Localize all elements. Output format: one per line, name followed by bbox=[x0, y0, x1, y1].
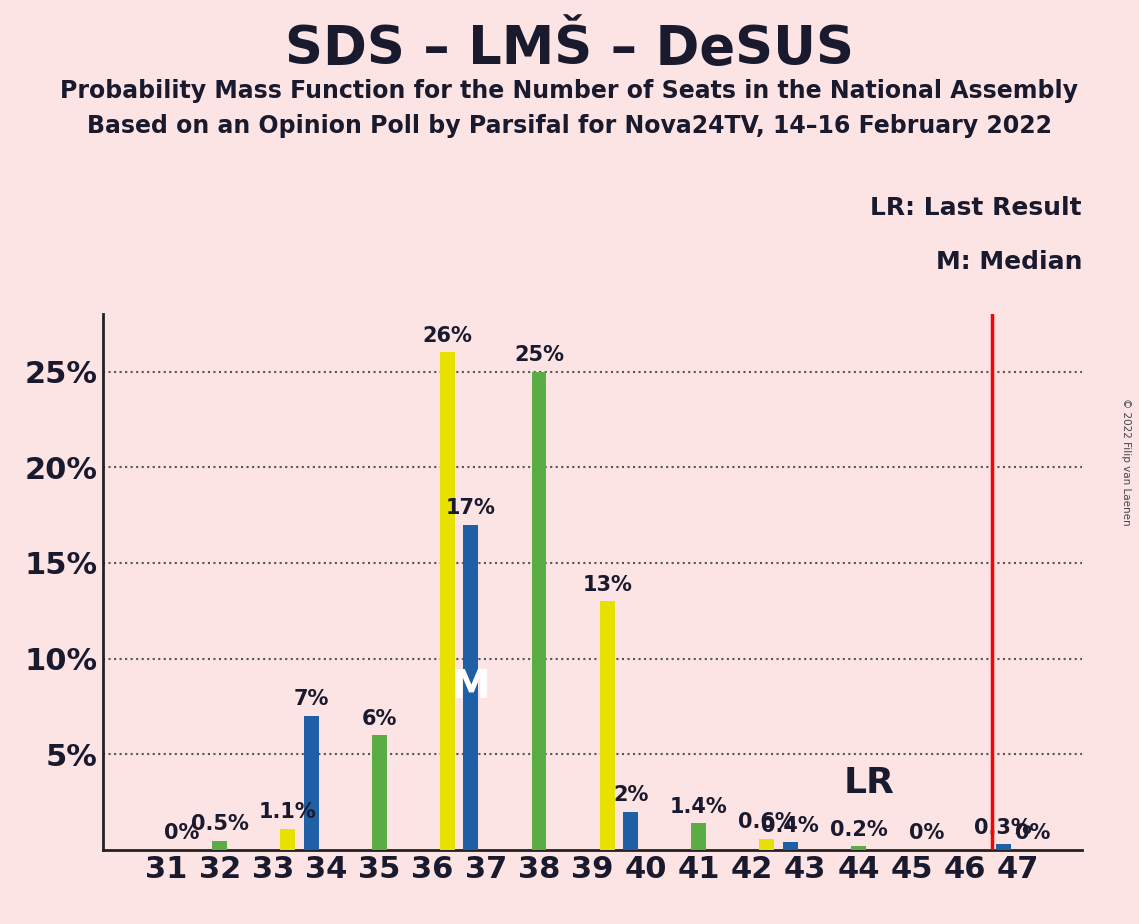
Bar bbox=[623, 812, 638, 850]
Text: 25%: 25% bbox=[514, 345, 564, 365]
Text: LR: Last Result: LR: Last Result bbox=[870, 196, 1082, 220]
Bar bbox=[532, 371, 547, 850]
Bar bbox=[371, 736, 387, 850]
Text: 0%: 0% bbox=[909, 823, 944, 844]
Bar bbox=[760, 839, 775, 850]
Text: 13%: 13% bbox=[582, 575, 632, 594]
Text: 0.4%: 0.4% bbox=[762, 816, 819, 835]
Bar bbox=[280, 829, 295, 850]
Text: 7%: 7% bbox=[294, 689, 329, 710]
Bar bbox=[212, 841, 227, 850]
Bar bbox=[851, 846, 866, 850]
Text: 2%: 2% bbox=[613, 785, 648, 805]
Text: Based on an Opinion Poll by Parsifal for Nova24TV, 14–16 February 2022: Based on an Opinion Poll by Parsifal for… bbox=[87, 114, 1052, 138]
Text: © 2022 Filip van Laenen: © 2022 Filip van Laenen bbox=[1121, 398, 1131, 526]
Text: LR: LR bbox=[844, 766, 894, 800]
Text: 1.1%: 1.1% bbox=[259, 802, 317, 822]
Text: M: Median: M: Median bbox=[935, 249, 1082, 274]
Text: Probability Mass Function for the Number of Seats in the National Assembly: Probability Mass Function for the Number… bbox=[60, 79, 1079, 103]
Text: SDS – LMŠ – DeSUS: SDS – LMŠ – DeSUS bbox=[285, 23, 854, 75]
Bar bbox=[600, 602, 615, 850]
Text: 0.3%: 0.3% bbox=[974, 818, 1032, 838]
Text: 0.6%: 0.6% bbox=[738, 812, 796, 832]
Text: 17%: 17% bbox=[446, 498, 495, 518]
Text: 0.2%: 0.2% bbox=[829, 820, 887, 840]
Text: 1.4%: 1.4% bbox=[670, 796, 728, 817]
Text: 26%: 26% bbox=[423, 326, 473, 346]
Bar bbox=[995, 845, 1010, 850]
Text: 0%: 0% bbox=[164, 823, 199, 844]
Text: 0%: 0% bbox=[1015, 823, 1051, 844]
Bar bbox=[464, 525, 478, 850]
Text: 6%: 6% bbox=[362, 709, 398, 728]
Bar bbox=[691, 823, 706, 850]
Bar bbox=[782, 843, 797, 850]
Bar bbox=[304, 716, 319, 850]
Text: 0.5%: 0.5% bbox=[190, 814, 248, 833]
Bar bbox=[440, 352, 454, 850]
Text: M: M bbox=[451, 668, 490, 706]
